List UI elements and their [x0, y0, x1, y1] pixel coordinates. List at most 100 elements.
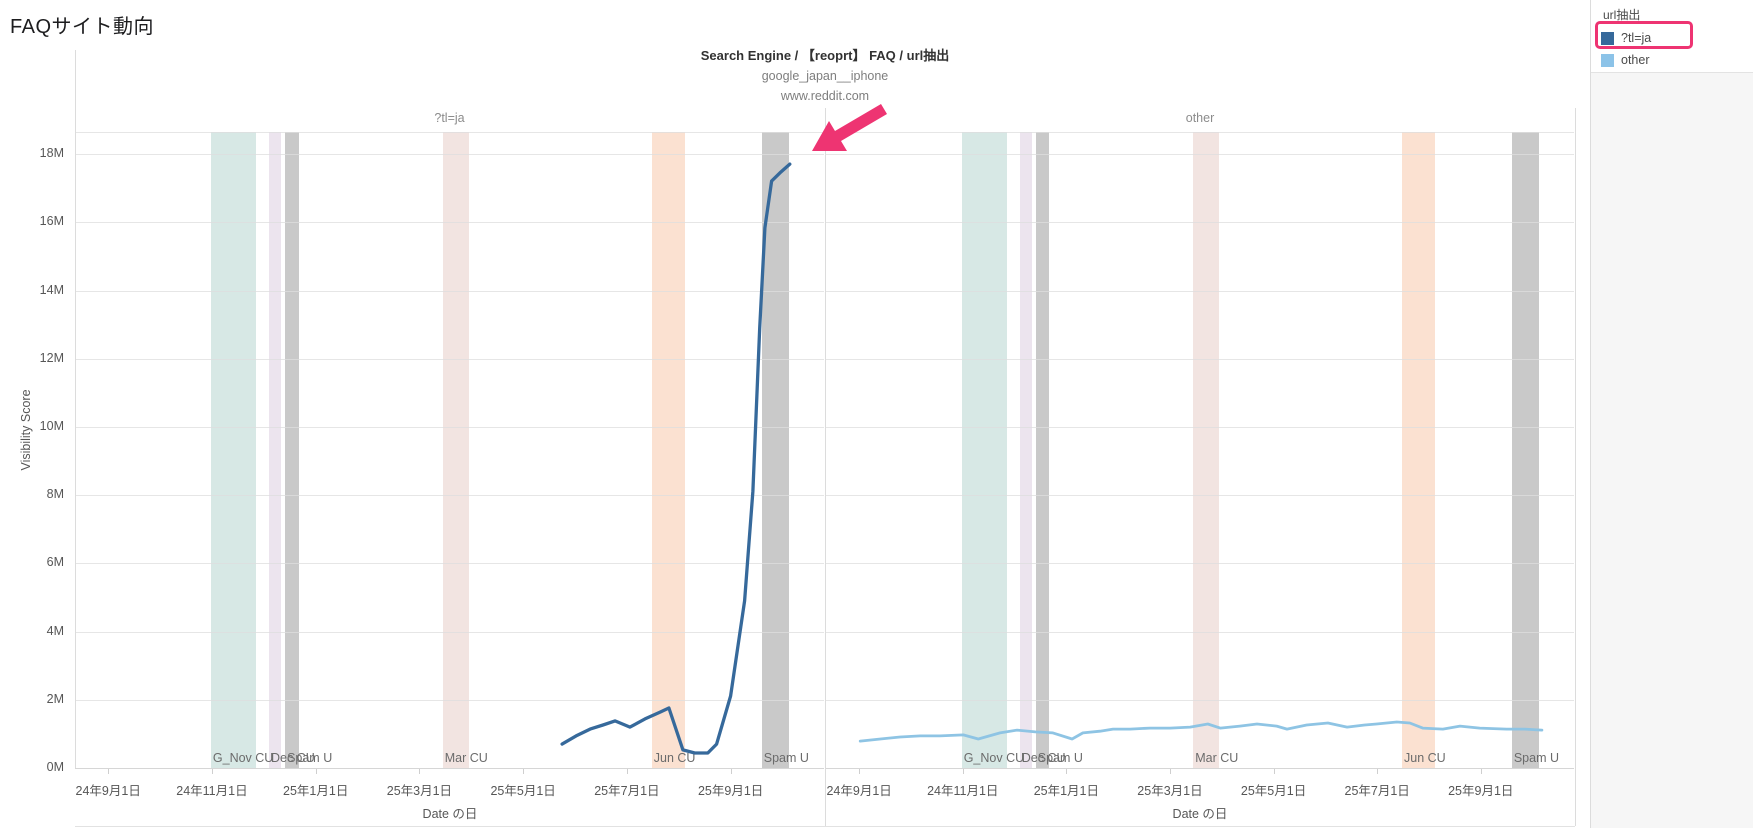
panel-divider — [825, 108, 826, 826]
band-label: Spam U — [763, 751, 809, 765]
x-tick — [1273, 769, 1275, 774]
gridline — [826, 290, 1574, 292]
legend-swatch-icon — [1601, 31, 1614, 45]
legend-items: ?tl=ja other — [1599, 27, 1749, 71]
reference-band — [285, 132, 299, 768]
x-tick-label: 24年11月1日 — [176, 784, 248, 798]
y-tick-label: 14M — [39, 282, 64, 297]
reference-band — [761, 132, 789, 768]
gridline — [75, 132, 824, 133]
x-tick-label: 25年1月1日 — [1033, 784, 1099, 798]
x-tick-label: 24年9月1日 — [75, 784, 141, 798]
band-label: Spam U — [1513, 751, 1559, 765]
gridline — [75, 631, 824, 633]
gridline — [826, 222, 1574, 224]
band-label: Mar CU — [1195, 751, 1239, 765]
y-axis-line — [75, 50, 76, 768]
x-tick — [211, 769, 213, 774]
gridline — [826, 154, 1574, 156]
reference-band — [1193, 132, 1220, 768]
plot-right-border — [1575, 108, 1576, 826]
chart-title-line2: google_japan__iphone — [761, 69, 889, 83]
gridline — [826, 132, 1574, 133]
reference-band — [442, 132, 469, 768]
y-tick-label: 4M — [46, 623, 64, 638]
y-tick-label: 10M — [39, 418, 64, 433]
gridline — [826, 426, 1574, 428]
y-tick-label: 0M — [46, 760, 64, 774]
band-label: Jun CU — [653, 751, 696, 765]
x-tick — [1377, 769, 1379, 774]
x-tick — [1480, 769, 1482, 774]
legend-item-label: other — [1621, 53, 1650, 67]
x-tick — [1066, 769, 1068, 774]
band-label: Jun CU — [1404, 751, 1446, 765]
y-tick-label: 8M — [46, 487, 64, 502]
x-tick-label: 25年5月1日 — [490, 784, 556, 798]
reference-band — [651, 132, 685, 768]
panel-header-other: other — [1185, 111, 1215, 125]
x-tick-label: 25年7月1日 — [594, 784, 660, 798]
band-label: G_Nov CU — [963, 751, 1025, 765]
legend-title: url抽出 — [1603, 8, 1641, 22]
legend-swatch-icon — [1601, 53, 1614, 67]
x-tick-label: 25年9月1日 — [1448, 784, 1514, 798]
x-axis-title-left-panel: Date の日 — [422, 807, 478, 821]
y-tick-label: 6M — [46, 555, 64, 570]
axis-bottom-border — [75, 826, 1575, 827]
y-tick-label: 2M — [46, 691, 64, 706]
x-tick — [419, 769, 421, 774]
x-tick — [962, 769, 964, 774]
reference-band — [961, 132, 1007, 768]
gridline — [826, 358, 1574, 360]
legend-item-other[interactable]: other — [1599, 49, 1749, 71]
gridline — [75, 358, 824, 360]
gridline — [75, 495, 824, 497]
band-label: G_Nov CU — [212, 751, 274, 765]
gridline — [75, 222, 824, 224]
gridline — [75, 290, 824, 292]
x-axis-line — [826, 768, 1574, 769]
band-label: Spam U — [1037, 751, 1083, 765]
gridline — [826, 631, 1574, 633]
band-label: Dec CU — [1021, 751, 1066, 765]
band-label: Dec CU — [270, 751, 315, 765]
y-tick-label: 12M — [39, 350, 64, 365]
gridline — [75, 154, 824, 156]
x-tick-label: 25年5月1日 — [1240, 784, 1307, 798]
x-tick-label: 25年3月1日 — [1137, 784, 1203, 798]
y-tick-label: 18M — [39, 146, 64, 161]
chart-title-line3: www.reddit.com — [780, 89, 870, 103]
gridline — [826, 495, 1574, 497]
reference-band — [1402, 132, 1436, 768]
chart-title-line1: Search Engine / 【reoprt】 FAQ / url抽出 — [700, 48, 950, 63]
reference-band — [1019, 132, 1032, 768]
gridline — [826, 699, 1574, 701]
x-tick-label: 25年1月1日 — [283, 784, 349, 798]
band-label: Spam U — [287, 751, 333, 765]
x-tick-label: 24年9月1日 — [826, 784, 892, 798]
x-axis-line — [75, 768, 824, 769]
y-tick-label: 16M — [39, 214, 64, 229]
x-tick-label: 25年9月1日 — [697, 784, 764, 798]
x-tick — [108, 769, 110, 774]
legend-panel: url抽出 ?tl=ja other — [1590, 0, 1753, 828]
gridline — [75, 426, 824, 428]
x-tick — [626, 769, 628, 774]
x-axis-title-right-panel: Date の日 — [1172, 807, 1228, 821]
x-tick-label: 25年3月1日 — [386, 784, 453, 798]
gridline — [75, 699, 824, 701]
x-tick-label: 24年11月1日 — [927, 784, 999, 798]
x-tick — [1169, 769, 1171, 774]
gridline — [75, 563, 824, 565]
x-tick-label: 25年7月1日 — [1344, 784, 1410, 798]
legend-item-tlja[interactable]: ?tl=ja — [1599, 27, 1749, 49]
reference-band — [1511, 132, 1539, 768]
reference-band — [210, 132, 257, 768]
reference-band — [1035, 132, 1050, 768]
band-label: Mar CU — [444, 751, 488, 765]
page-title: FAQサイト動向 — [10, 16, 155, 38]
panel-header-tlja: ?tl=ja — [434, 111, 465, 125]
gridline — [826, 563, 1574, 565]
